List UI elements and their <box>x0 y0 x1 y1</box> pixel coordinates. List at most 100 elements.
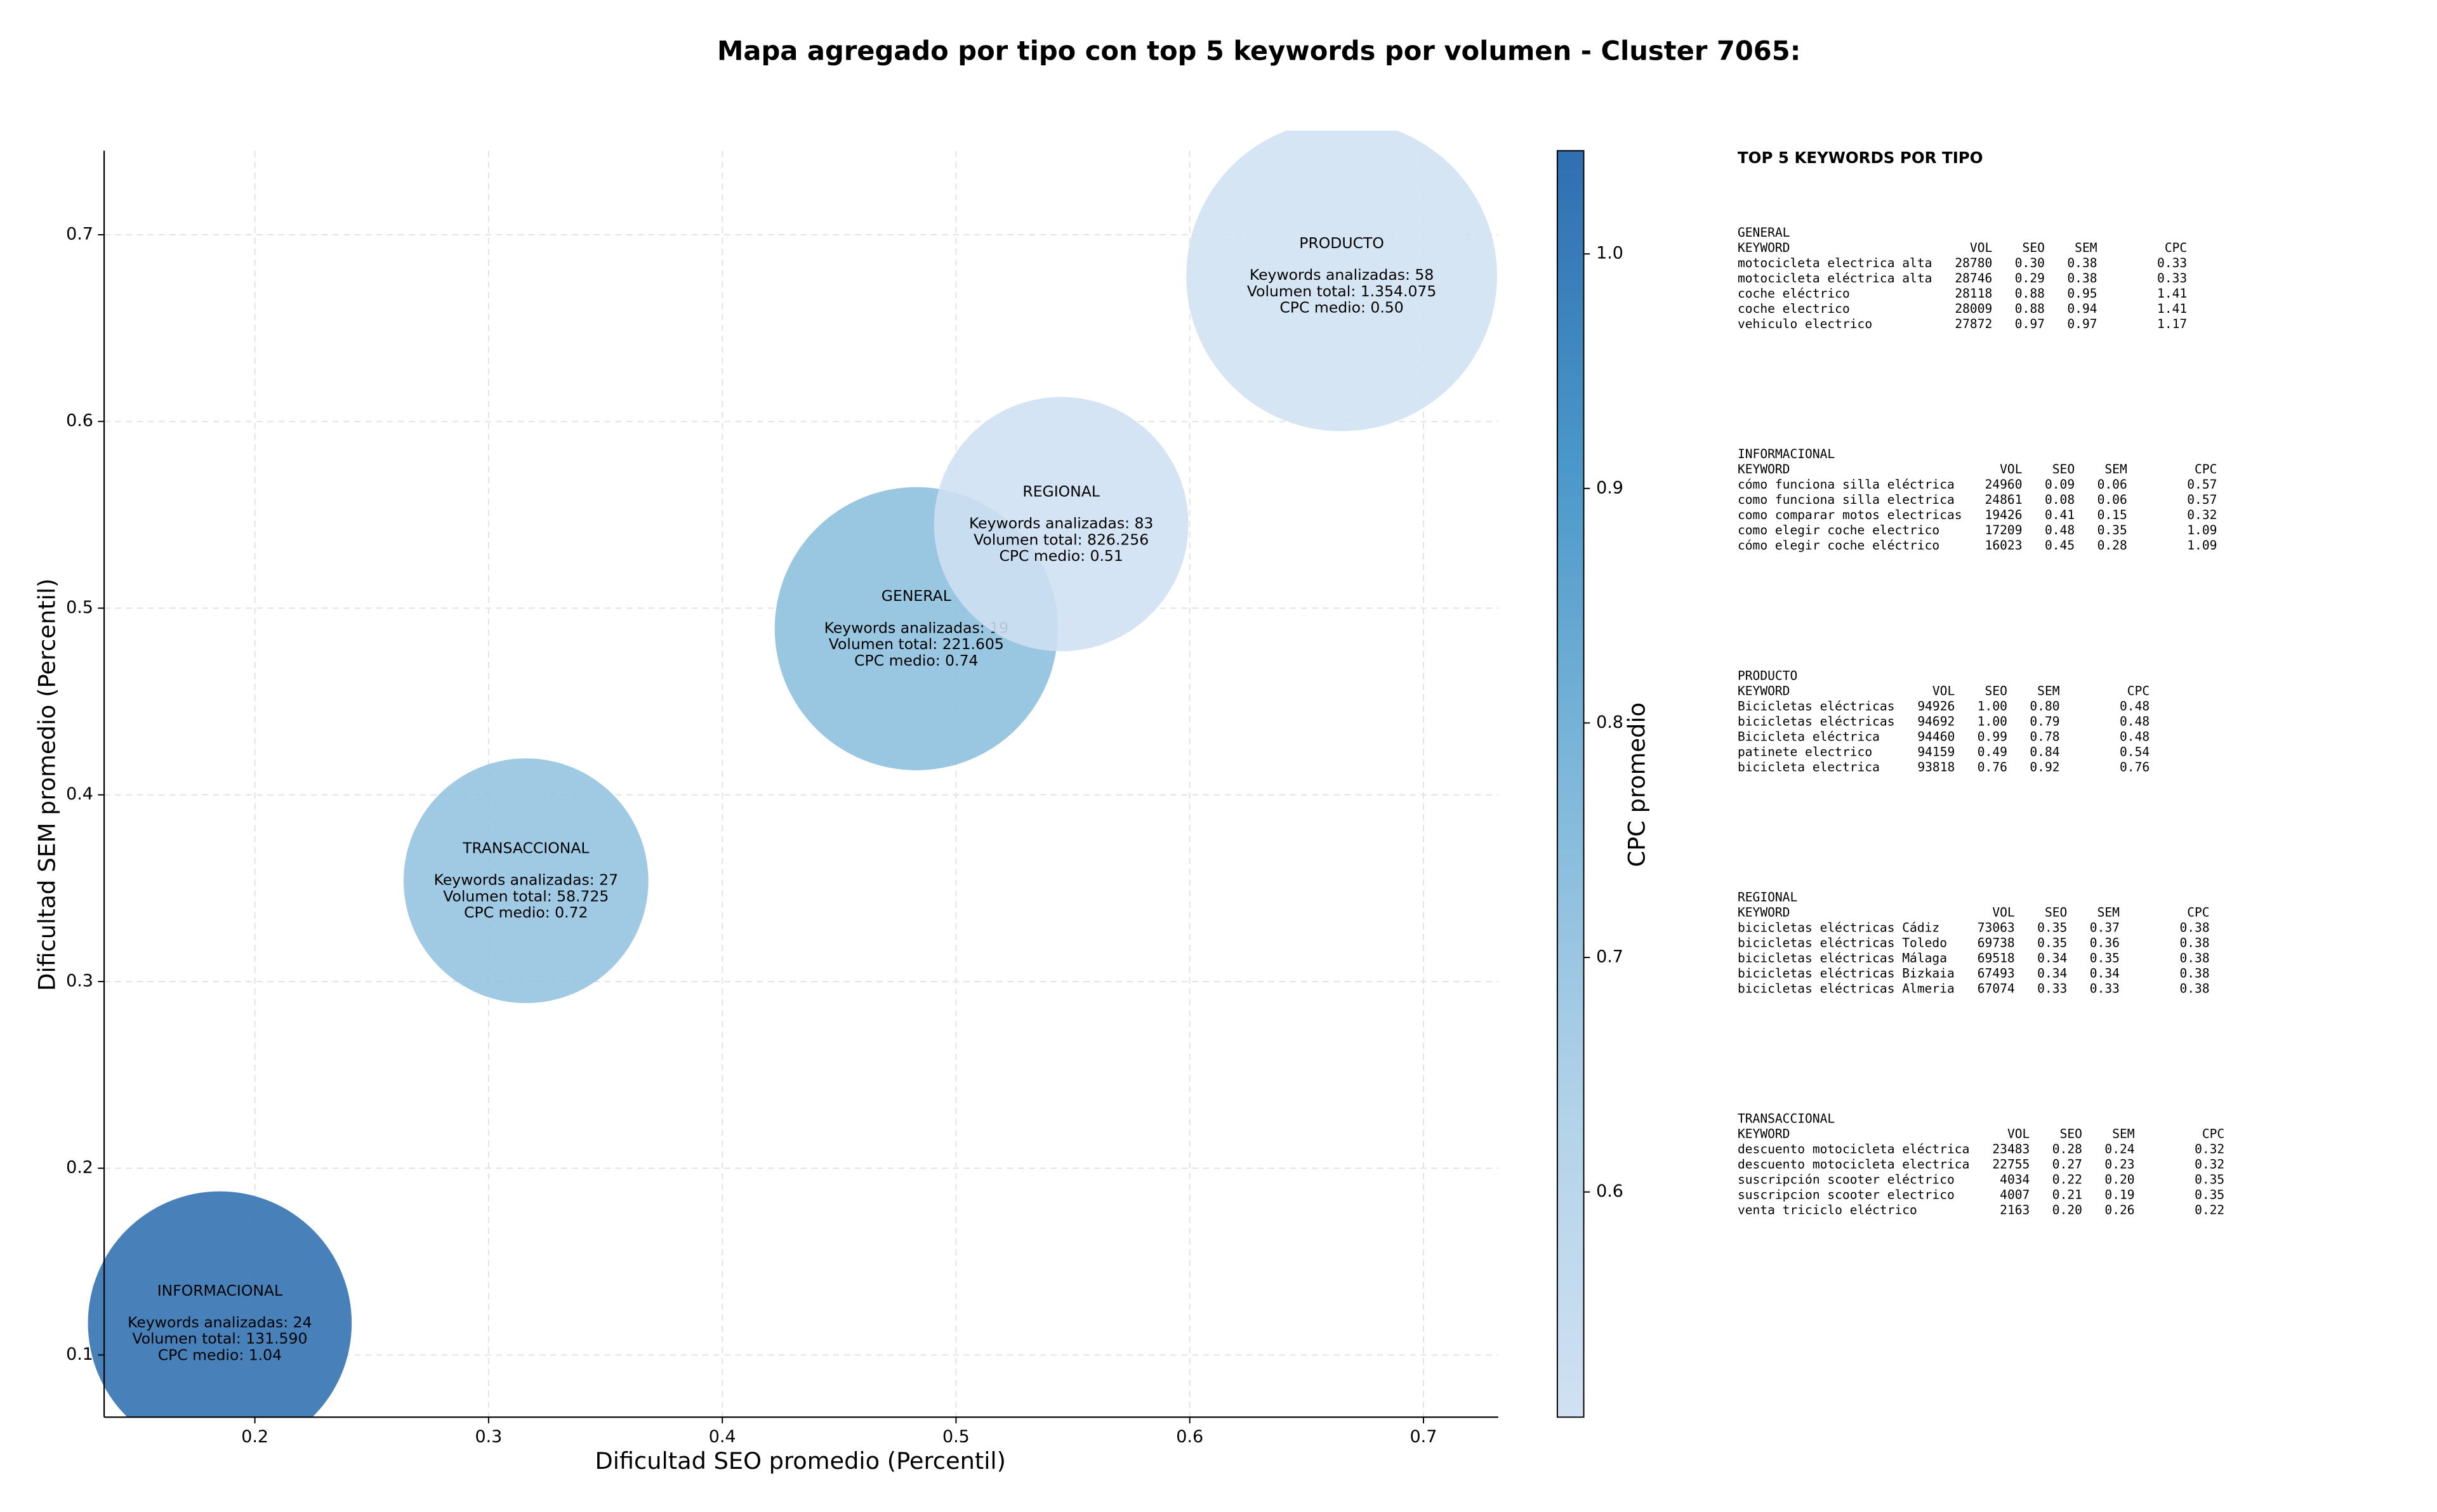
table-header: SEM <box>2104 462 2127 477</box>
panel-title: TOP 5 KEYWORDS POR TIPO <box>1738 148 1983 167</box>
table-cell: 0.15 <box>2097 508 2127 522</box>
table-cell: 0.95 <box>2067 286 2097 301</box>
bubble <box>934 397 1189 652</box>
y-tick-label: 0.3 <box>66 971 93 990</box>
table-cell: bicicletas eléctricas Toledo <box>1738 936 1947 950</box>
keyword-panel: GENERAL KEYWORD VOL SEO SEM CPC motocicleta el… <box>1738 225 2224 1218</box>
table-cell: 0.34 <box>2037 951 2067 966</box>
table-cell: 1.09 <box>2187 523 2217 537</box>
table-cell: cómo funciona silla eléctrica <box>1738 477 1955 492</box>
table-cell: 1.17 <box>2157 317 2187 331</box>
x-tick-label: 0.5 <box>942 1427 970 1447</box>
table-cell: 0.33 <box>2157 256 2187 270</box>
table-cell: bicicleta electrica <box>1738 759 1880 774</box>
bubble-annotation: CPC medio: 0.72 <box>464 904 588 921</box>
table-cell: 0.35 <box>2195 1173 2224 1187</box>
group-name: TRANSACCIONAL <box>1738 1112 1835 1126</box>
bubble-annotation: Volumen total: 1.354.075 <box>1247 282 1437 300</box>
table-cell: como funciona silla electrica <box>1738 492 1955 507</box>
table-cell: 0.06 <box>2097 492 2127 507</box>
table-cell: bicicletas eléctricas <box>1738 714 1895 728</box>
bubble-annotation: Keywords analizadas: 58 <box>1250 266 1434 284</box>
table-cell: 0.33 <box>2037 982 2067 996</box>
table-cell: 28746 <box>1955 271 1992 286</box>
table-cell: coche electrico <box>1738 301 1850 316</box>
table-cell: 0.97 <box>2067 317 2097 331</box>
table-cell: 0.34 <box>2037 966 2067 981</box>
table-cell: Bicicleta eléctrica <box>1738 729 1880 744</box>
table-cell: 28118 <box>1955 286 1992 301</box>
x-tick-label: 0.7 <box>1410 1427 1437 1447</box>
table-cell: bicicletas eléctricas Bizkaia <box>1738 966 1955 981</box>
table-cell: 0.06 <box>2097 477 2127 492</box>
table-cell: 0.36 <box>2090 936 2120 950</box>
table-cell: 1.00 <box>1978 714 2007 728</box>
table-cell: 0.32 <box>2195 1157 2224 1172</box>
table-cell: 0.33 <box>2157 271 2187 286</box>
bubble-annotation: CPC medio: 1.04 <box>158 1346 282 1364</box>
table-cell: 0.88 <box>2015 301 2045 316</box>
bubble-annotation: Keywords analizadas: 83 <box>969 515 1153 532</box>
table-header: VOL <box>1992 905 2014 920</box>
table-cell: 16023 <box>1985 538 2023 553</box>
table-cell: 0.48 <box>2120 729 2150 744</box>
bubble <box>403 758 649 1003</box>
table-cell: motocicleta eléctrica alta <box>1738 271 1932 286</box>
table-header: SEO <box>2052 462 2075 477</box>
table-cell: 67493 <box>1978 966 2015 981</box>
x-tick-label: 0.6 <box>1176 1427 1203 1447</box>
table-cell: 0.22 <box>2052 1173 2082 1187</box>
table-cell: 1.00 <box>1978 699 2007 713</box>
x-tick-label: 0.3 <box>475 1427 502 1447</box>
table-cell: 0.29 <box>2015 271 2045 286</box>
bubble-label: INFORMACIONAL <box>157 1282 282 1299</box>
table-header: VOL <box>1970 240 1992 255</box>
table-header: KEYWORD <box>1738 683 1790 698</box>
bubble-annotation: Keywords analizadas: 19 <box>824 619 1008 636</box>
table-cell: 0.32 <box>2195 1142 2224 1157</box>
table-cell: 28009 <box>1955 301 1992 316</box>
table-cell: 0.09 <box>2045 477 2075 492</box>
bubble-annotation: Keywords analizadas: 24 <box>128 1313 312 1331</box>
table-cell: 28780 <box>1955 256 1992 270</box>
colorbar-tick-label: 1.0 <box>1596 244 1623 263</box>
colorbar-tick-label: 0.7 <box>1596 947 1623 967</box>
table-header: SEO <box>2023 240 2045 255</box>
table-cell: 94692 <box>1917 714 1955 728</box>
table-header: CPC <box>2195 462 2217 477</box>
bubble-label: TRANSACCIONAL <box>462 839 589 857</box>
table-cell: 0.35 <box>2037 936 2067 950</box>
bubble-label: GENERAL <box>882 587 951 605</box>
table-cell: 0.22 <box>2195 1203 2224 1218</box>
bubble-label: REGIONAL <box>1022 482 1100 500</box>
table-cell: 24960 <box>1985 477 2023 492</box>
group-name: PRODUCTO <box>1738 668 1797 683</box>
table-cell: 73063 <box>1978 921 2015 935</box>
table-header: VOL <box>2000 462 2022 477</box>
bubble-annotation: Volumen total: 58.725 <box>443 887 609 905</box>
y-axis-label: Dificultad SEM promedio (Percentil) <box>33 579 60 991</box>
y-tick-label: 0.4 <box>66 784 93 804</box>
table-cell: 0.35 <box>2195 1188 2224 1202</box>
table-header: SEM <box>2075 240 2097 255</box>
bubble-annotation: Volumen total: 826.256 <box>974 530 1149 548</box>
table-cell: como comparar motos electricas <box>1738 508 1962 522</box>
table-cell: 4007 <box>2000 1188 2030 1202</box>
table-cell: 0.38 <box>2179 951 2209 966</box>
colorbar-tick-label: 0.8 <box>1596 713 1623 732</box>
table-header: SEO <box>2060 1127 2082 1141</box>
table-header: VOL <box>2007 1127 2030 1141</box>
y-tick-label: 0.5 <box>66 598 93 617</box>
chart-title: Mapa agregado por tipo con top 5 keyword… <box>717 35 1800 66</box>
table-cell: patinete electrico <box>1738 744 1872 759</box>
table-cell: vehiculo electrico <box>1738 317 1872 331</box>
table-cell: 1.41 <box>2157 286 2187 301</box>
table-cell: 0.33 <box>2090 982 2120 996</box>
table-cell: 0.99 <box>1978 729 2007 744</box>
table-cell: 94159 <box>1917 744 1955 759</box>
table-cell: 94926 <box>1917 699 1955 713</box>
table-header: CPC <box>2202 1127 2224 1141</box>
group-name: GENERAL <box>1738 225 1790 240</box>
bubble-annotation: Volumen total: 131.590 <box>132 1330 307 1348</box>
